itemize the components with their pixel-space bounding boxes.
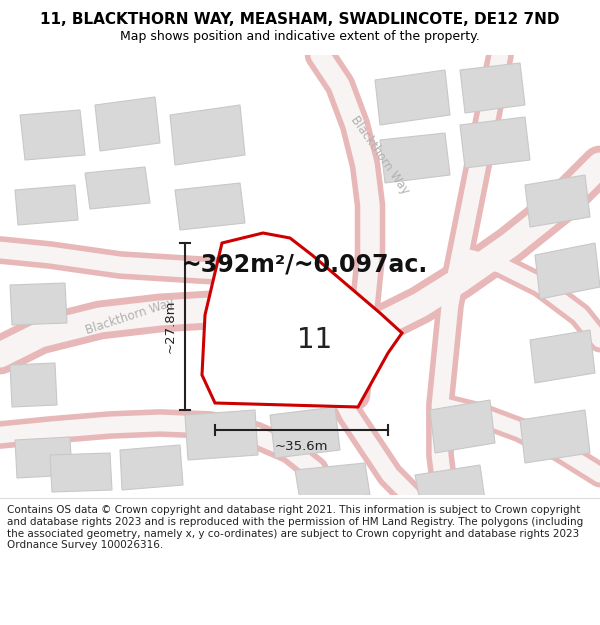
Text: ~27.8m: ~27.8m: [164, 300, 177, 353]
Polygon shape: [460, 117, 530, 168]
Polygon shape: [375, 70, 450, 125]
Text: Blackthorn Way: Blackthorn Way: [84, 296, 176, 338]
Polygon shape: [50, 453, 112, 492]
Polygon shape: [95, 97, 160, 151]
Polygon shape: [270, 407, 340, 458]
Polygon shape: [415, 465, 485, 500]
Polygon shape: [430, 400, 495, 453]
Text: Blackthorn Way: Blackthorn Way: [348, 113, 412, 197]
Text: ~392m²/~0.097ac.: ~392m²/~0.097ac.: [182, 253, 428, 277]
Polygon shape: [295, 463, 370, 500]
Polygon shape: [202, 233, 402, 407]
Polygon shape: [185, 410, 258, 460]
Text: 11, BLACKTHORN WAY, MEASHAM, SWADLINCOTE, DE12 7ND: 11, BLACKTHORN WAY, MEASHAM, SWADLINCOTE…: [40, 12, 560, 27]
Polygon shape: [10, 363, 57, 407]
Polygon shape: [20, 110, 85, 160]
Text: Map shows position and indicative extent of the property.: Map shows position and indicative extent…: [120, 30, 480, 43]
Polygon shape: [15, 437, 72, 478]
Polygon shape: [10, 283, 67, 325]
Polygon shape: [170, 105, 245, 165]
Polygon shape: [380, 133, 450, 183]
Polygon shape: [175, 183, 245, 230]
Polygon shape: [520, 410, 590, 463]
Text: ~35.6m: ~35.6m: [275, 440, 328, 453]
Polygon shape: [120, 445, 183, 490]
Polygon shape: [530, 330, 595, 383]
Polygon shape: [535, 243, 600, 299]
Polygon shape: [15, 185, 78, 225]
Text: Contains OS data © Crown copyright and database right 2021. This information is : Contains OS data © Crown copyright and d…: [7, 506, 583, 550]
Text: 11: 11: [298, 326, 332, 354]
Polygon shape: [85, 167, 150, 209]
Polygon shape: [460, 63, 525, 113]
Polygon shape: [525, 175, 590, 227]
